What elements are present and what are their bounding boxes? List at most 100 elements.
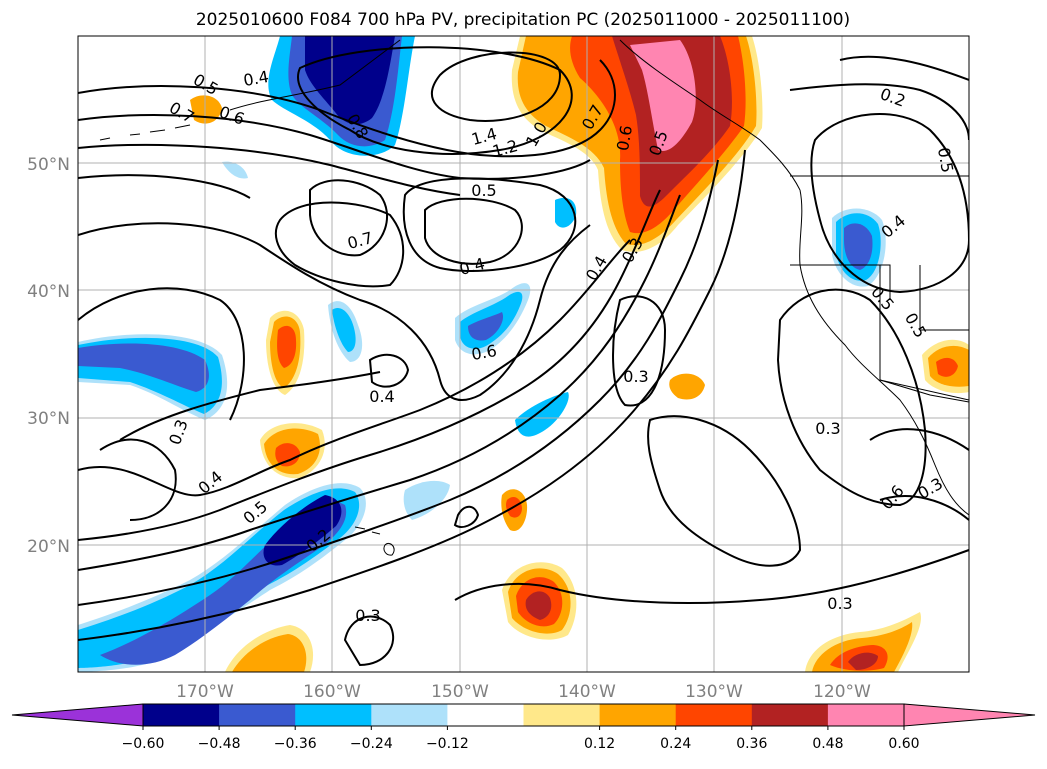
colorbar-segment	[827, 704, 905, 726]
map-title: 2025010600 F084 700 hPa PV, precipitatio…	[196, 10, 850, 30]
colorbar-segment	[599, 704, 677, 726]
contour-label: 0.5	[471, 181, 496, 200]
colorbar-tick-label: 0.24	[660, 736, 691, 752]
colorbar-tick-label: −0.48	[198, 736, 241, 752]
colorbar-tick-label: 0.48	[812, 736, 843, 752]
pv-contour	[78, 239, 631, 497]
colorbar-extend-high	[903, 703, 1036, 727]
graticule	[78, 36, 969, 672]
pv-contour	[424, 197, 523, 265]
precip-region-pos-c-core	[525, 591, 552, 620]
contour-label: 0.5	[934, 146, 957, 174]
precip-region-neg-a-mid	[332, 308, 356, 352]
precip-region-neg-b-core	[468, 312, 504, 341]
colorbar-tick-label: −0.60	[122, 736, 165, 752]
colorbar-tick-label: 0.36	[736, 736, 767, 752]
colorbar-segment	[675, 704, 753, 726]
pv-contour	[297, 46, 573, 155]
pv-contour	[612, 295, 667, 407]
precip-region-pos-north-max	[630, 40, 696, 151]
lat-label: 40°N	[27, 282, 70, 302]
map-content: 0.5 0.40.7 0.6 0.8 1.41.2 1.00.70.6 0.50.30.50…	[78, 36, 969, 672]
pv-contour	[78, 222, 591, 401]
pv-contour	[78, 287, 245, 421]
pv-contour	[78, 114, 591, 180]
colorbar-frame	[142, 703, 905, 727]
colorbar-tick-label: 0.60	[888, 736, 919, 752]
precip-region-neg-west-core	[78, 343, 209, 392]
lon-label: 130°W	[685, 682, 743, 702]
pv-contour	[309, 179, 389, 257]
pv-contour	[343, 615, 395, 667]
pv-contour	[99, 438, 177, 521]
precip-shading	[78, 36, 969, 672]
coastlines	[99, 39, 969, 556]
contour-label: 0.3	[827, 594, 852, 613]
precip-region-pos-f-mid	[232, 634, 307, 672]
lat-label: 30°N	[27, 409, 70, 429]
contour-label: 0.6	[470, 341, 498, 364]
colorbar-segment	[219, 704, 296, 726]
pv-contour	[454, 549, 969, 604]
contour-label: 0.6	[613, 124, 636, 152]
pv-contour	[78, 194, 681, 571]
colorbar-segment	[143, 704, 220, 726]
lon-label: 160°W	[303, 682, 361, 702]
pv-contour	[789, 83, 969, 141]
colorbar-segment	[447, 704, 524, 726]
contour-label: 0.4	[369, 387, 394, 406]
pv-contour	[402, 177, 577, 272]
precip-region-neg-g-core	[844, 223, 873, 270]
lon-label: 170°W	[176, 682, 234, 702]
coastline-alaska-panhandle	[619, 39, 801, 191]
precip-region-pos-b-core	[275, 443, 300, 467]
lon-label: 140°W	[558, 682, 616, 702]
pv-contour	[119, 371, 381, 441]
colorbar-ticks: −0.60 −0.48 −0.36 −0.24 −0.12 0.12 0.24 0.36 0.4…	[122, 726, 920, 752]
pv-contours	[78, 46, 969, 667]
contour-label: 0.4	[242, 67, 270, 90]
precip-region-neg-southwest-max	[263, 495, 342, 566]
colorbar-extend-low	[11, 703, 144, 727]
pv-contour	[647, 415, 802, 567]
colorbar: −0.60 −0.48 −0.36 −0.24 −0.12 0.12 0.24 0.36 0.4…	[11, 703, 1036, 752]
colorbar-tick-label: −0.12	[426, 736, 469, 752]
lat-label: 20°N	[27, 537, 70, 557]
border-states-3	[919, 265, 969, 331]
precip-region-pos-e	[669, 373, 705, 400]
precip-region-pos-g-max	[848, 652, 878, 670]
colorbar-segment	[751, 704, 829, 726]
precip-region-neg-d	[515, 392, 569, 437]
pv-contour	[879, 495, 969, 521]
pv-contour	[810, 113, 969, 294]
pv-contour	[839, 55, 969, 81]
precip-region-pos-h-core	[936, 357, 958, 377]
contour-label: 0.3	[623, 367, 648, 386]
colorbar-segments	[11, 703, 1036, 727]
pv-contour	[78, 59, 616, 158]
pv-contour	[78, 174, 251, 199]
border-states-1	[790, 264, 891, 300]
contour-label: 0.3	[815, 419, 840, 438]
pv-contour	[78, 159, 719, 606]
precip-region-neg-f	[222, 161, 248, 179]
pv-contour	[453, 505, 480, 528]
coastline-aleutians	[99, 124, 191, 141]
colorbar-segment	[371, 704, 448, 726]
lat-label: 50°N	[27, 155, 70, 175]
colorbar-segment	[295, 704, 372, 726]
pv-contour	[274, 201, 405, 288]
precip-region-pos-a-core	[277, 325, 297, 368]
pv-contour	[776, 288, 927, 507]
lon-label: 120°W	[813, 682, 871, 702]
longitude-axis: 170°W 160°W 150°W 140°W 130°W 120°W	[176, 682, 871, 702]
precip-region-neg-e	[403, 480, 450, 520]
colorbar-tick-label: −0.36	[274, 736, 317, 752]
colorbar-tick-label: −0.24	[350, 736, 393, 752]
lon-label: 150°W	[431, 682, 489, 702]
coastline-alaska	[229, 39, 401, 111]
colorbar-segment	[523, 704, 601, 726]
pv-contour	[78, 149, 746, 641]
map-frame	[77, 35, 970, 673]
